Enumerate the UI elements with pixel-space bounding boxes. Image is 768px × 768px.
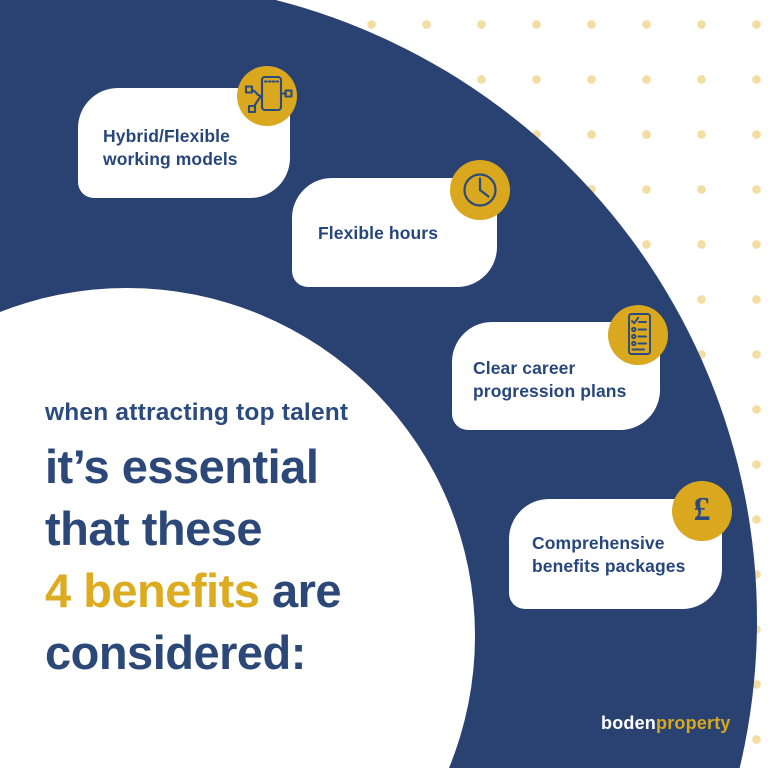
card-title-line: Flexible hours [318, 223, 439, 243]
card-title: Hybrid/Flexible working models [103, 125, 238, 170]
card-title: Flexible hours [318, 222, 438, 245]
card-title-line: Hybrid/Flexible [103, 126, 230, 146]
headline-line-4: considered: [45, 626, 306, 679]
clock-icon [450, 160, 510, 220]
headline-line-3-rest: are [259, 564, 342, 617]
card-title-line: progression plans [473, 380, 627, 401]
brand-logo-boden: boden [601, 713, 656, 733]
card-title-line: Comprehensive [532, 533, 665, 553]
brand-logo: bodenproperty [601, 713, 731, 734]
pound-icon: £ [672, 481, 732, 541]
card-title-line: working models [103, 148, 238, 169]
card-title-line: benefits packages [532, 555, 686, 576]
headline-line-2: that these [45, 502, 263, 555]
headline-intro: when attracting top talent [45, 399, 349, 426]
card-title: Clear career progression plans [473, 357, 626, 402]
device-flow-icon [237, 66, 297, 126]
pound-symbol: £ [693, 491, 711, 528]
brand-logo-property: property [656, 713, 731, 733]
headline-line-1: it’s essential [45, 440, 319, 493]
card-title-line: Clear career [473, 358, 576, 378]
card-title: Comprehensive benefits packages [532, 532, 685, 577]
checklist-icon [608, 305, 668, 365]
benefit-card-progression: Clear career progression plans [452, 322, 660, 430]
headline-block: when attracting top talent it’s essentia… [45, 399, 348, 684]
benefit-card-hybrid: Hybrid/Flexible working models [78, 88, 290, 198]
headline-line-3: 4 benefits are [45, 560, 348, 622]
highlight-text: 4 benefits [45, 564, 260, 617]
